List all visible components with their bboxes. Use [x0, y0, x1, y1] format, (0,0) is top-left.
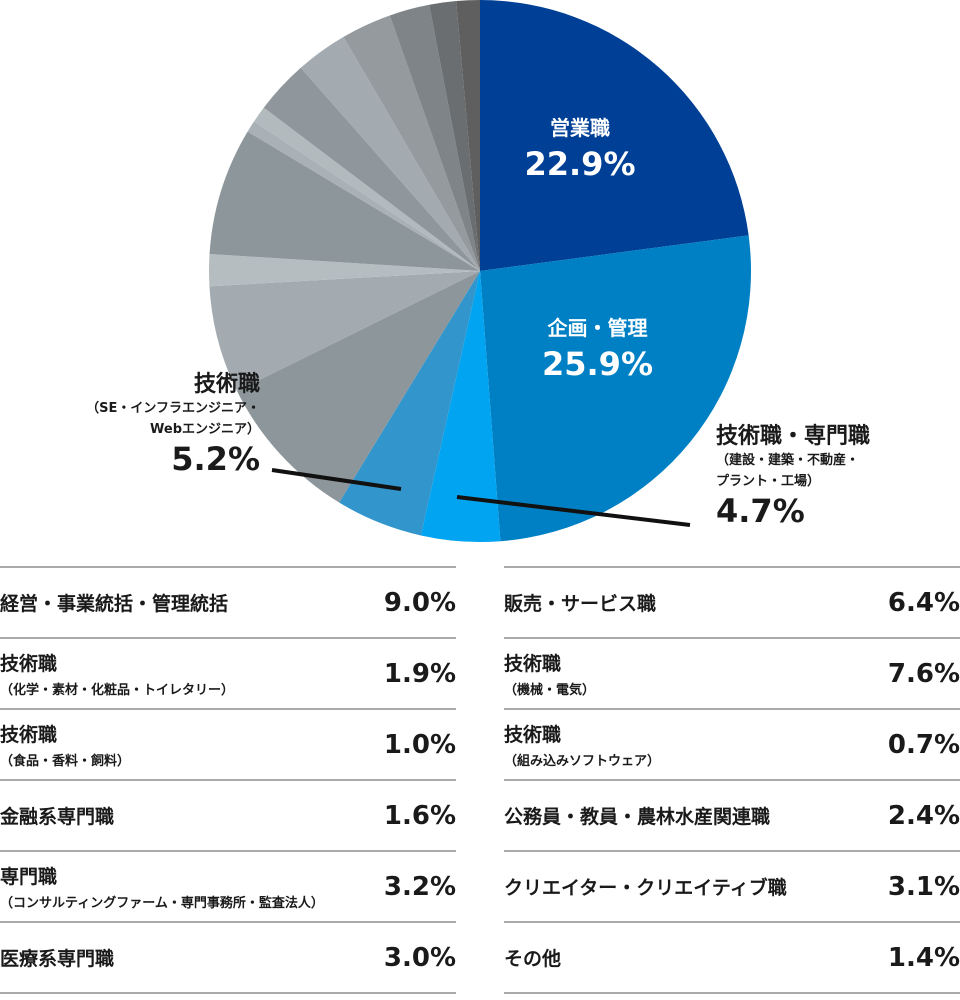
row-label: 専門職 （コンサルティングファーム・専門事務所・監査法人） [0, 862, 324, 911]
pie-slice [480, 235, 751, 542]
row-percent: 1.9% [383, 658, 456, 689]
row-name: 技術職 [0, 724, 58, 746]
row-label: 販売・サービス職 [504, 589, 656, 616]
table-row: 技術職 （機械・電気） 7.6% [504, 637, 960, 708]
label-planning: 企画・管理 25.9% [525, 312, 670, 383]
row-label: 技術職 （食品・香料・飼料） [0, 720, 130, 769]
row-name: 公務員・教員・農林水産関連職 [504, 806, 771, 828]
row-name: 専門職 [0, 866, 58, 888]
row-subtitle: （化学・素材・化粧品・トイレタリー） [0, 683, 235, 698]
pie-slice [339, 271, 480, 536]
row-name: その他 [504, 948, 562, 970]
row-name: 技術職 [504, 724, 562, 746]
table-row: 販売・サービス職 6.4% [504, 566, 960, 637]
row-percent: 9.0% [383, 587, 456, 618]
row-name: 販売・サービス職 [504, 593, 657, 615]
table-row: 技術職 （食品・香料・飼料） 1.0% [0, 708, 456, 779]
row-label: 医療系専門職 [0, 944, 114, 971]
pie-slice [300, 36, 480, 271]
row-percent: 0.7% [887, 729, 960, 760]
row-label: クリエイター・クリエイティブ職 [504, 873, 787, 900]
pie-slice [263, 67, 480, 271]
pie-slice [253, 107, 480, 271]
table-right: 販売・サービス職 6.4% 技術職 （機械・電気） 7.6% 技術職 （組み込みソフトウェア… [504, 566, 960, 994]
label-tech-it-name: 技術職 [193, 372, 260, 397]
row-label: 金融系専門職 [0, 802, 114, 829]
pie-slice [343, 15, 480, 271]
row-label: 公務員・教員・農林水産関連職 [504, 802, 770, 829]
pie-slice [208, 253, 480, 287]
label-tech-it-sub2: Webエンジニア） [150, 422, 260, 437]
row-subtitle: （機械・電気） [504, 683, 596, 698]
row-percent: 3.1% [887, 871, 960, 902]
row-name: 技術職 [0, 653, 58, 675]
row-name: 技術職 [504, 653, 562, 675]
table-row: 公務員・教員・農林水産関連職 2.4% [504, 779, 960, 850]
label-tech-build-value: 4.7% [716, 492, 805, 530]
leader-line-tech-build [456, 495, 691, 527]
label-tech-it-value: 5.2% [171, 440, 260, 478]
table-row: 経営・事業統括・管理統括 9.0% [0, 566, 456, 637]
label-sales: 営業職 22.9% [520, 112, 640, 183]
label-tech-it: 技術職 （SE・インフラエンジニア・ Webエンジニア） 5.2% [86, 366, 260, 478]
pie-chart [208, 0, 751, 542]
label-tech-build-name: 技術職・専門職 [716, 424, 871, 449]
row-label: 技術職 （化学・素材・化粧品・トイレタリー） [0, 649, 234, 698]
row-subtitle: （組み込みソフトウェア） [504, 754, 661, 769]
row-label: 技術職 （機械・電気） [504, 649, 595, 698]
row-label: その他 [504, 944, 561, 971]
label-tech-it-sub1: （SE・インフラエンジニア・ [86, 401, 260, 416]
pie-slice [429, 1, 480, 272]
label-tech-build: 技術職・専門職 （建設・建築・不動産・ プラント・工場） 4.7% [716, 418, 870, 530]
table-row: その他 1.4% [504, 921, 960, 994]
row-percent: 1.4% [887, 942, 960, 973]
pie-slice [389, 4, 480, 272]
row-percent: 2.4% [887, 800, 960, 831]
row-subtitle: （食品・香料・飼料） [0, 754, 131, 769]
row-percent: 3.0% [383, 942, 456, 973]
label-tech-build-sub2: プラント・工場） [716, 474, 821, 489]
row-percent: 7.6% [887, 658, 960, 689]
row-label: 経営・事業統括・管理統括 [0, 589, 228, 616]
label-sales-value: 22.9% [524, 145, 636, 183]
table-left: 経営・事業統括・管理統括 9.0% 技術職 （化学・素材・化粧品・トイレタリー） 1.9… [0, 566, 456, 994]
table-row: 金融系専門職 1.6% [0, 779, 456, 850]
table-row: 専門職 （コンサルティングファーム・専門事務所・監査法人） 3.2% [0, 850, 456, 921]
label-planning-name: 企画・管理 [547, 316, 648, 340]
leader-line-tech-it [271, 468, 402, 491]
row-percent: 6.4% [887, 587, 960, 618]
pie-slice [247, 121, 480, 271]
row-label: 技術職 （組み込みソフトウェア） [504, 720, 660, 769]
row-percent: 1.0% [383, 729, 456, 760]
pie-slice [480, 0, 749, 271]
row-percent: 1.6% [383, 800, 456, 831]
row-name: 金融系専門職 [0, 806, 115, 828]
pie-slice [420, 271, 501, 542]
pie-slice [456, 0, 480, 271]
pie-slice [209, 271, 481, 391]
label-sales-name: 営業職 [550, 116, 610, 140]
pie-slice [209, 131, 480, 271]
row-name: 経営・事業統括・管理統括 [0, 593, 229, 615]
row-subtitle: （コンサルティングファーム・専門事務所・監査法人） [0, 896, 324, 911]
label-tech-build-sub1: （建設・建築・不動産・ [716, 453, 860, 468]
table-row: 技術職 （組み込みソフトウェア） 0.7% [504, 708, 960, 779]
pie-slice [237, 271, 480, 503]
table-row: 医療系専門職 3.0% [0, 921, 456, 994]
table-row: 技術職 （化学・素材・化粧品・トイレタリー） 1.9% [0, 637, 456, 708]
table-row: クリエイター・クリエイティブ職 3.1% [504, 850, 960, 921]
row-name: クリエイター・クリエイティブ職 [504, 877, 787, 899]
row-percent: 3.2% [383, 871, 456, 902]
row-name: 医療系専門職 [0, 948, 115, 970]
label-planning-value: 25.9% [541, 345, 653, 383]
